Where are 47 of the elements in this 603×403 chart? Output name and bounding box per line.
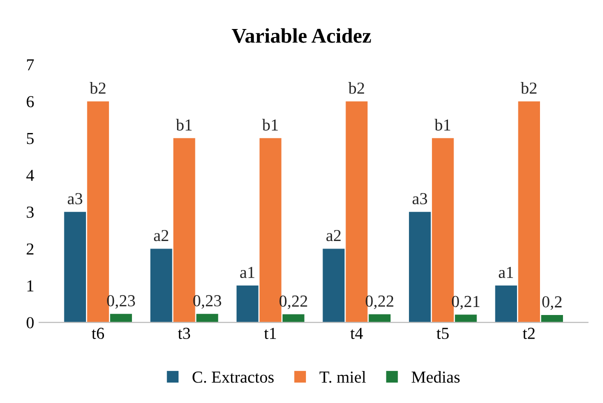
bar: [541, 315, 563, 322]
bar: [408, 212, 431, 322]
data-label: b1: [262, 118, 278, 131]
data-label: a2: [326, 230, 341, 242]
legend-label: C. Extractos: [192, 372, 274, 383]
x-tick-label: t5: [436, 328, 449, 339]
y-tick-label: 6: [26, 96, 34, 108]
bar: [87, 101, 109, 322]
data-label: a3: [68, 193, 82, 204]
legend-label: Medias: [412, 371, 460, 383]
x-tick-label: t6: [92, 328, 104, 339]
y-tick-label: 1: [27, 280, 34, 292]
bar: [110, 314, 132, 322]
data-label: a1: [498, 266, 513, 278]
bar: [282, 314, 304, 322]
y-tick-label: 2: [26, 243, 34, 254]
bar: [322, 248, 345, 322]
bar: [454, 314, 477, 322]
data-label: b1: [434, 118, 450, 131]
bar: [196, 314, 218, 322]
data-label: b2: [90, 82, 106, 94]
y-tick-label: 7: [27, 59, 34, 70]
bar: [260, 138, 282, 322]
x-tick-label: t3: [178, 328, 190, 339]
bar: [495, 286, 518, 322]
data-label: b1: [176, 118, 192, 131]
x-tick-label: t4: [350, 328, 363, 339]
bar: [518, 101, 540, 322]
data-label: a2: [154, 230, 168, 242]
data-label: a1: [240, 266, 254, 278]
data-label: b2: [520, 82, 536, 94]
data-label: 0,2: [542, 296, 562, 310]
bar: [432, 138, 454, 322]
bar: [150, 248, 172, 322]
y-tick-label: 3: [26, 206, 34, 218]
y-tick-label: 4: [26, 170, 34, 181]
y-tick-label: 5: [26, 133, 34, 144]
x-tick-label: t2: [522, 328, 535, 339]
bar: [64, 212, 86, 322]
data-label: a3: [412, 193, 428, 204]
legend-label: T. miel: [320, 371, 366, 383]
y-tick-label: 0: [26, 317, 34, 328]
data-label: b2: [348, 82, 364, 94]
x-tick-label: t1: [264, 328, 276, 339]
bar: [236, 286, 258, 322]
chart-title: Variable Acidez: [232, 28, 371, 43]
bar: [368, 314, 391, 322]
